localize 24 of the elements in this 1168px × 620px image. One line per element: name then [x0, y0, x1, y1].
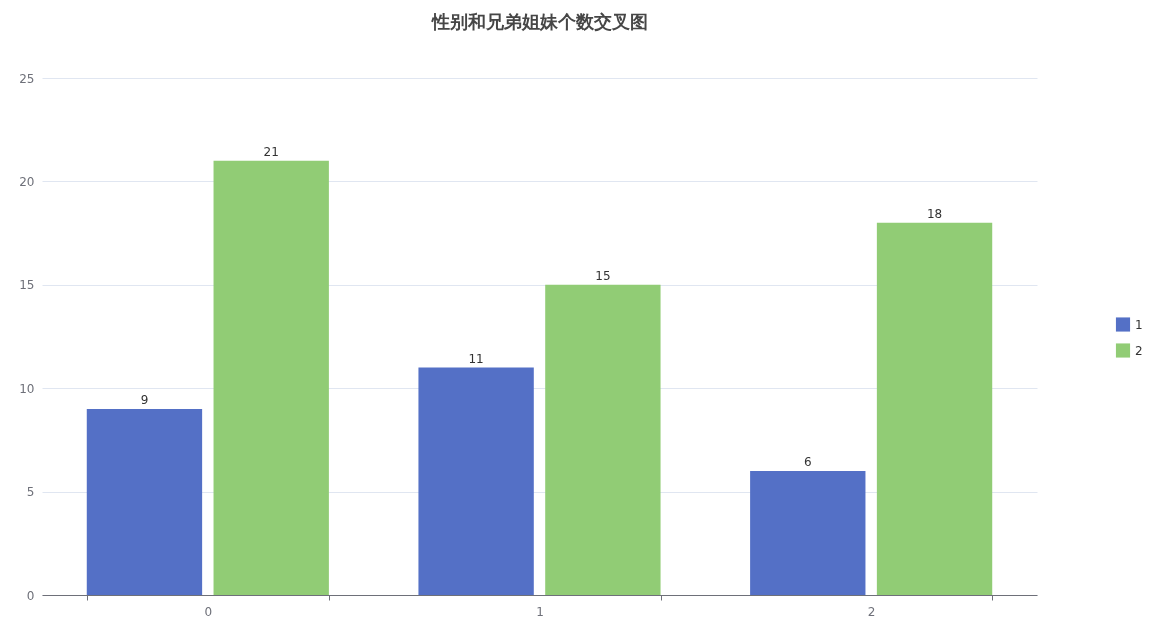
- data-label: 21: [263, 144, 279, 159]
- legend-label: 2: [1135, 343, 1143, 358]
- bar: [545, 284, 661, 595]
- y-tick-label: 25: [19, 71, 35, 86]
- data-label: 9: [140, 392, 149, 407]
- data-label: 15: [595, 268, 611, 283]
- y-tick-label: 20: [19, 174, 35, 189]
- chart-title: 性别和兄弟姐妹个数交叉图: [430, 11, 648, 32]
- x-tick-label: 2: [867, 604, 876, 619]
- y-tick-label: 10: [19, 381, 35, 396]
- data-label: 6: [803, 454, 812, 469]
- x-tick-label: 0: [204, 604, 213, 619]
- data-label: 11: [468, 351, 484, 366]
- bar: [418, 367, 534, 595]
- bar: [213, 160, 329, 595]
- y-tick-label: 15: [19, 278, 35, 293]
- bar: [86, 408, 203, 595]
- bar: [876, 222, 993, 595]
- x-tick-label: 1: [536, 604, 544, 619]
- y-tick-label: 5: [26, 485, 35, 500]
- y-tick-label: 0: [26, 588, 35, 603]
- bar: [750, 470, 866, 595]
- data-label: 18: [926, 206, 943, 221]
- legend-label: 1: [1135, 317, 1143, 332]
